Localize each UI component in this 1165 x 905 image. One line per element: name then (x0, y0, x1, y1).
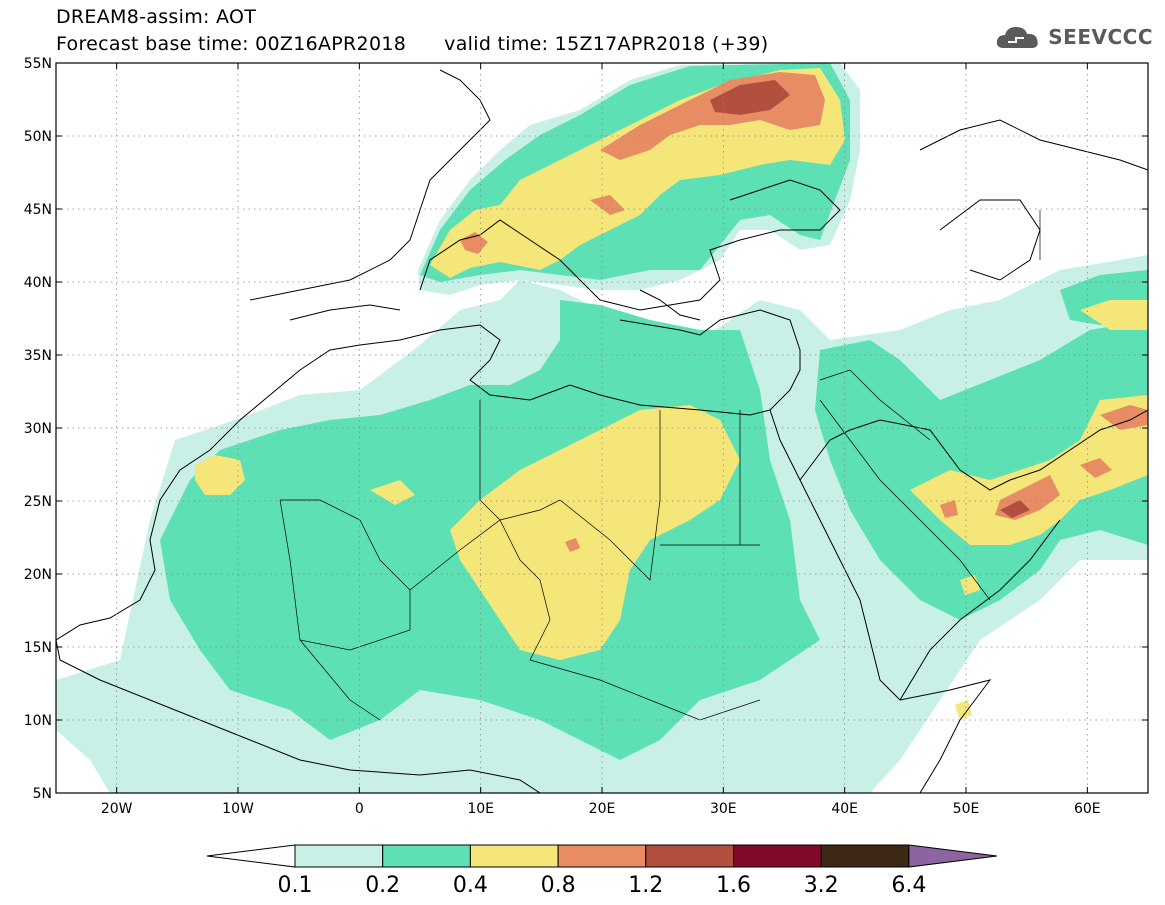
lon-tick-label: 40E (831, 801, 858, 817)
cloud-icon (997, 27, 1038, 48)
base-time-label: Forecast base time: 00Z16APR2018 (56, 33, 407, 55)
colorbar-label: 6.4 (891, 873, 926, 898)
time-info: Forecast base time: 00Z16APR2018 valid t… (56, 33, 768, 55)
lat-tick-label: 50N (24, 129, 52, 145)
seevccc-logo: SEEVCCC (994, 22, 1153, 52)
colorbar-box (469, 844, 559, 868)
lat-tick-label: 30N (24, 421, 52, 437)
colorbar-box (733, 844, 822, 868)
lat-tick-label: 40N (24, 275, 52, 291)
lon-axis: 20W 10W 0 10E 20E 30E 40E 50E 60E (101, 63, 1101, 817)
lat-tick-label: 15N (24, 640, 52, 656)
lat-tick-label: 20N (24, 567, 52, 583)
colorbar-label: 1.6 (716, 873, 751, 898)
colorbar-label: 0.4 (453, 873, 488, 898)
map-title: DREAM8-assim: AOT (56, 6, 257, 28)
colorbar-label: 0.1 (278, 873, 313, 898)
lat-tick-label: 5N (33, 786, 52, 802)
graticule (56, 63, 1148, 793)
valid-time-label: valid time: 15Z17APR2018 (+39) (444, 33, 769, 55)
colorbar-box (557, 844, 647, 868)
colorbar-label: 0.2 (365, 873, 400, 898)
lon-tick-label: 10W (222, 801, 254, 817)
coastlines (56, 69, 1148, 793)
borders (279, 210, 1041, 721)
colorbar-label: 1.2 (628, 873, 663, 898)
aot-level-1.2 (710, 80, 1030, 518)
lon-tick-label: 20W (101, 801, 133, 817)
logo-text: SEEVCCC (1048, 25, 1153, 49)
lat-tick-label: 10N (24, 713, 52, 729)
colorbar-label: 3.2 (804, 873, 839, 898)
lat-tick-label: 55N (24, 56, 52, 72)
colorbar-box (645, 844, 734, 868)
lat-axis: 55N 50N 45N 40N 35N 30N 25N 20N 15N 10N 5N (24, 56, 1148, 802)
lon-tick-label: 10E (467, 801, 494, 817)
colorbar-arrow-high (908, 844, 997, 868)
colorbar-box (294, 844, 384, 868)
lat-tick-label: 45N (24, 202, 52, 218)
colorbar: 0.1 0.2 0.4 0.8 1.2 1.6 3.2 6.4 (206, 844, 997, 898)
lon-tick-label: 30E (710, 801, 737, 817)
lon-tick-label: 60E (1074, 801, 1101, 817)
lon-tick-label: 0 (355, 801, 364, 817)
lat-tick-label: 25N (24, 494, 52, 510)
colorbar-box (382, 844, 471, 868)
lon-tick-label: 20E (589, 801, 616, 817)
lon-tick-label: 50E (953, 801, 980, 817)
lat-tick-label: 35N (24, 348, 52, 364)
colorbar-arrow-low (206, 844, 296, 868)
colorbar-box (820, 844, 910, 868)
colorbar-label: 0.8 (541, 873, 576, 898)
